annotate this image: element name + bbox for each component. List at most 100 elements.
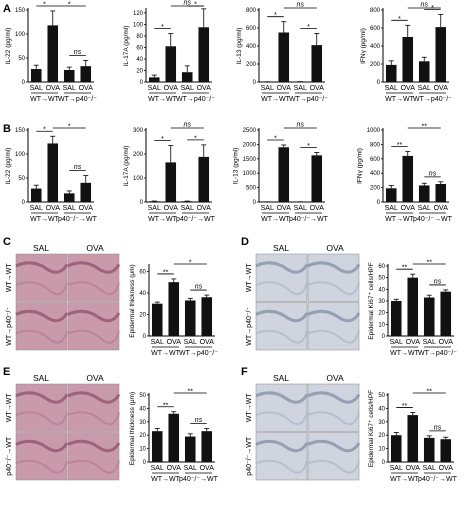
category-label: SAL bbox=[63, 205, 76, 212]
bar bbox=[402, 155, 414, 202]
y-tick-label: 0 bbox=[140, 200, 144, 206]
group-label: WT→p40⁻/⁻ bbox=[179, 350, 218, 357]
significance-label: ns bbox=[297, 122, 305, 129]
column-label: SAL bbox=[33, 373, 49, 383]
significance-label: * bbox=[68, 2, 71, 9]
tissue-texture bbox=[15, 459, 68, 474]
bar bbox=[198, 27, 210, 83]
category-label: SAL bbox=[148, 205, 161, 212]
tissue-texture bbox=[15, 391, 69, 404]
tissue-texture bbox=[15, 329, 68, 344]
y-tick-label: 1500 bbox=[243, 157, 257, 163]
y-axis-label: IFNγ (pg/ml) bbox=[356, 148, 363, 184]
tissue-texture bbox=[255, 261, 309, 274]
y-tick-label: 0 bbox=[143, 460, 147, 466]
y-tick-label: 0 bbox=[377, 80, 381, 86]
tissue-texture bbox=[255, 309, 309, 323]
group-label: p40⁻/⁻→WT bbox=[289, 216, 329, 223]
tissue-texture bbox=[307, 411, 360, 426]
group-label: p40⁻/⁻→WT bbox=[176, 216, 216, 223]
group-label: WT→WT bbox=[261, 216, 290, 223]
bar bbox=[201, 297, 213, 336]
y-tick-label: 80 bbox=[136, 34, 143, 40]
bar bbox=[47, 143, 59, 202]
bar bbox=[80, 66, 92, 82]
category-label: OVA bbox=[79, 85, 94, 92]
significance-label: ** bbox=[402, 403, 408, 410]
y-axis-label: Epidermal thickness (μm) bbox=[129, 392, 136, 465]
y-tick-label: 200 bbox=[133, 152, 144, 158]
column-label: OVA bbox=[326, 373, 344, 383]
bar bbox=[278, 147, 290, 202]
y-tick-label: 10 bbox=[378, 322, 385, 328]
tissue-texture bbox=[307, 391, 361, 404]
y-axis-label: IL-22 (pg/ml) bbox=[5, 148, 12, 185]
tissue-texture bbox=[307, 309, 361, 323]
bar bbox=[435, 27, 447, 83]
group-label: p40⁻/⁻→WT bbox=[418, 476, 458, 483]
y-tick-label: 100 bbox=[133, 176, 144, 182]
bar bbox=[385, 64, 397, 82]
significance-label: ** bbox=[163, 269, 169, 276]
category-label: OVA bbox=[439, 465, 454, 472]
y-tick-label: 400 bbox=[246, 44, 257, 50]
y-tick-label: 60 bbox=[139, 269, 146, 275]
y-tick-label: 60 bbox=[378, 264, 385, 270]
y-tick-label: 800 bbox=[370, 8, 381, 14]
significance-label: * bbox=[161, 24, 164, 31]
y-tick-label: 200 bbox=[370, 186, 381, 192]
bar bbox=[278, 32, 290, 82]
panel-label-D: D bbox=[241, 236, 249, 248]
panel-label-F: F bbox=[241, 366, 248, 378]
column-label: OVA bbox=[86, 243, 104, 253]
column-label: SAL bbox=[273, 373, 289, 383]
bar bbox=[181, 201, 193, 202]
tissue-texture bbox=[255, 391, 309, 404]
significance-label: ns bbox=[195, 284, 203, 291]
category-label: SAL bbox=[148, 85, 161, 92]
y-tick-label: 0 bbox=[22, 200, 26, 206]
y-tick-label: 500 bbox=[246, 186, 257, 192]
bar bbox=[407, 277, 419, 336]
y-tick-label: 0 bbox=[253, 200, 257, 206]
category-label: OVA bbox=[46, 205, 61, 212]
significance-label: ns bbox=[184, 122, 192, 129]
significance-label: ** bbox=[402, 265, 408, 272]
y-tick-label: 40 bbox=[139, 406, 146, 412]
category-label: SAL bbox=[151, 339, 164, 346]
bar bbox=[440, 291, 452, 336]
micrograph-panel-d: D SAL OVA WT→WT WT→p40⁻/⁻ bbox=[241, 236, 361, 351]
significance-label: * bbox=[194, 2, 197, 9]
significance-label: ns bbox=[421, 2, 429, 9]
significance-label: * bbox=[307, 143, 310, 150]
group-label: p40⁻/⁻→WT bbox=[58, 216, 98, 223]
tissue-texture bbox=[307, 329, 360, 344]
row-label: p40⁻/⁻→WT bbox=[246, 436, 253, 476]
category-label: SAL bbox=[30, 85, 43, 92]
y-tick-label: 0 bbox=[382, 460, 386, 466]
category-label: SAL bbox=[294, 205, 307, 212]
y-tick-label: 50 bbox=[378, 393, 385, 399]
y-tick-label: 600 bbox=[370, 157, 381, 163]
y-tick-label: 50 bbox=[18, 176, 25, 182]
category-label: SAL bbox=[181, 85, 194, 92]
micrograph-panel-e: E SAL OVA WT→WT p40⁻/⁻→WT bbox=[3, 366, 121, 481]
category-label: OVA bbox=[277, 85, 292, 92]
column-label: OVA bbox=[86, 373, 104, 383]
category-label: OVA bbox=[167, 465, 182, 472]
significance-label: ns bbox=[297, 2, 305, 9]
y-tick-label: 120 bbox=[133, 11, 144, 17]
panel-label-C: C bbox=[3, 236, 11, 248]
y-tick-label: 40 bbox=[136, 57, 143, 63]
y-tick-label: 40 bbox=[378, 406, 385, 412]
category-label: SAL bbox=[423, 339, 436, 346]
bar bbox=[63, 193, 75, 202]
y-tick-label: 150 bbox=[15, 8, 26, 14]
significance-label: ** bbox=[422, 124, 428, 131]
panel-label-E: E bbox=[3, 366, 10, 378]
column-label: SAL bbox=[273, 243, 289, 253]
